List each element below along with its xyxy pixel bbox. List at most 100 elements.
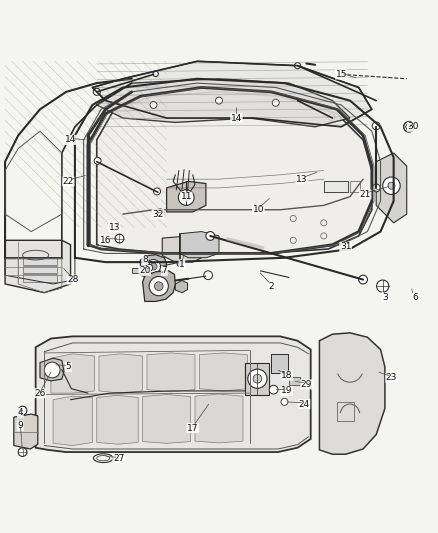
Circle shape <box>183 194 190 201</box>
Polygon shape <box>319 333 385 454</box>
Circle shape <box>154 282 163 290</box>
Circle shape <box>383 177 400 195</box>
Circle shape <box>404 122 414 132</box>
Polygon shape <box>175 280 187 293</box>
Text: 13: 13 <box>296 175 308 184</box>
Polygon shape <box>195 394 243 443</box>
Bar <box>14 264 40 280</box>
Text: 3: 3 <box>382 293 388 302</box>
Text: 13: 13 <box>109 223 120 232</box>
Circle shape <box>177 261 182 266</box>
Polygon shape <box>99 354 143 393</box>
Circle shape <box>248 369 267 389</box>
Text: 14: 14 <box>65 135 76 144</box>
Polygon shape <box>53 396 92 446</box>
Text: 11: 11 <box>180 192 192 201</box>
Bar <box>337 402 354 422</box>
Circle shape <box>377 280 389 292</box>
Text: 6: 6 <box>413 293 418 302</box>
Polygon shape <box>97 79 350 127</box>
Circle shape <box>94 157 101 164</box>
Circle shape <box>206 231 215 240</box>
Circle shape <box>146 264 152 271</box>
Text: 26: 26 <box>34 389 46 398</box>
Polygon shape <box>376 153 407 223</box>
Circle shape <box>215 97 223 104</box>
Circle shape <box>18 448 27 456</box>
Polygon shape <box>92 61 372 127</box>
Text: 30: 30 <box>407 122 419 131</box>
Circle shape <box>93 88 100 95</box>
Circle shape <box>204 271 212 280</box>
Bar <box>132 268 147 273</box>
Bar <box>271 354 288 374</box>
Text: 17: 17 <box>187 424 198 433</box>
Text: 23: 23 <box>386 373 397 382</box>
Circle shape <box>149 277 168 296</box>
Polygon shape <box>14 414 38 449</box>
Circle shape <box>372 184 380 192</box>
Polygon shape <box>5 240 71 293</box>
Circle shape <box>178 190 194 205</box>
Circle shape <box>253 374 262 383</box>
Circle shape <box>115 234 124 243</box>
Text: 15: 15 <box>336 70 347 79</box>
Text: 32: 32 <box>152 209 163 219</box>
Text: 1: 1 <box>179 260 185 269</box>
Circle shape <box>372 122 380 130</box>
Text: 10: 10 <box>253 205 264 214</box>
Circle shape <box>150 263 157 270</box>
Text: 4: 4 <box>18 408 23 417</box>
Text: 18: 18 <box>281 371 293 380</box>
Circle shape <box>153 188 160 195</box>
Circle shape <box>294 62 300 69</box>
Circle shape <box>388 182 395 189</box>
Circle shape <box>269 385 278 394</box>
Circle shape <box>153 71 158 77</box>
Polygon shape <box>97 92 372 253</box>
Text: 22: 22 <box>63 177 74 186</box>
Circle shape <box>150 101 157 108</box>
Text: 5: 5 <box>66 362 71 372</box>
Bar <box>22 257 57 265</box>
Text: 27: 27 <box>113 454 124 463</box>
Circle shape <box>147 260 160 273</box>
Bar <box>324 181 348 192</box>
Polygon shape <box>97 395 138 444</box>
Circle shape <box>328 114 335 120</box>
Polygon shape <box>162 236 206 262</box>
Circle shape <box>359 275 367 284</box>
Polygon shape <box>166 181 206 212</box>
Polygon shape <box>143 394 191 443</box>
Polygon shape <box>180 231 219 258</box>
Circle shape <box>156 209 163 216</box>
Polygon shape <box>35 336 311 452</box>
Text: 28: 28 <box>67 275 78 284</box>
Polygon shape <box>51 354 95 393</box>
Bar <box>245 362 269 395</box>
Text: 14: 14 <box>231 114 242 123</box>
Bar <box>22 274 57 282</box>
Bar <box>22 265 57 273</box>
Text: 9: 9 <box>18 422 23 430</box>
Text: 31: 31 <box>340 243 351 252</box>
Bar <box>289 376 300 385</box>
Text: 16: 16 <box>100 236 111 245</box>
Text: 20: 20 <box>139 266 151 276</box>
Circle shape <box>44 362 60 378</box>
Text: 29: 29 <box>300 380 312 389</box>
Text: 2: 2 <box>268 281 274 290</box>
Polygon shape <box>141 255 166 277</box>
Circle shape <box>281 398 288 405</box>
Circle shape <box>272 99 279 106</box>
Text: 7: 7 <box>162 266 167 276</box>
Polygon shape <box>143 271 175 302</box>
Text: 24: 24 <box>299 400 310 408</box>
Bar <box>350 181 360 192</box>
Polygon shape <box>147 353 195 392</box>
Text: 19: 19 <box>281 386 293 395</box>
Circle shape <box>18 406 27 415</box>
Polygon shape <box>40 358 64 381</box>
Text: 8: 8 <box>142 255 148 264</box>
Polygon shape <box>199 353 247 391</box>
